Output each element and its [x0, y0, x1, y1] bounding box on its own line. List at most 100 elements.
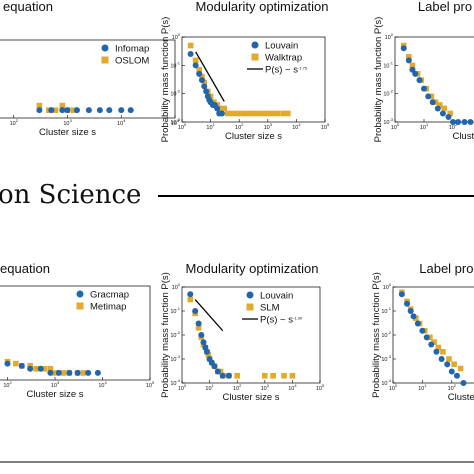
data-point — [245, 110, 251, 117]
data-point — [409, 62, 416, 69]
data-point — [200, 339, 207, 346]
data-point — [428, 93, 435, 100]
legend-marker — [246, 291, 254, 299]
data-point — [429, 99, 436, 106]
x-tick-label: 100 — [178, 122, 187, 131]
data-point — [284, 110, 291, 117]
x-axis-label: Cluster s — [448, 392, 474, 403]
legend-label: Gracmap — [90, 290, 129, 301]
x-tick-label: 103 — [264, 122, 273, 131]
data-point — [187, 291, 194, 298]
data-point — [27, 365, 34, 372]
y-tick-label: 10-4 — [381, 378, 391, 387]
data-point — [400, 45, 407, 52]
data-point — [460, 380, 467, 386]
x-axis-label: Cluster size s — [39, 127, 96, 138]
data-point — [260, 110, 267, 117]
data-point — [431, 339, 437, 346]
data-point — [36, 107, 43, 114]
data-point — [195, 320, 202, 327]
x-axis-label: Cluster size s — [26, 389, 83, 400]
legend-marker — [251, 41, 259, 49]
data-point — [255, 110, 261, 117]
data-point — [36, 102, 43, 109]
data-point — [398, 291, 405, 298]
section-heading: on Science — [0, 180, 141, 210]
data-point — [413, 315, 419, 322]
data-point — [281, 372, 287, 379]
x-axis-label: Cluster size s — [222, 392, 279, 403]
y-tick-label: 10-2 — [170, 89, 180, 98]
data-point — [423, 334, 430, 341]
data-point — [453, 372, 460, 379]
x-tick-label: 101 — [205, 383, 214, 392]
data-point — [265, 110, 271, 117]
legend-marker — [251, 53, 259, 61]
data-point — [240, 110, 247, 117]
x-tick-label: 102 — [448, 383, 457, 392]
chart-panel-4: equation 102 103 104 105 Cluster size s Gracma… — [0, 261, 155, 400]
data-point — [234, 372, 240, 379]
x-tick-label: 105 — [146, 380, 155, 389]
data-point — [203, 88, 210, 95]
chart-panels: equation 102 103 104 105 Cluster size s Infoma… — [0, 0, 474, 403]
data-point — [18, 362, 25, 369]
x-tick-label: 100 — [391, 122, 400, 131]
data-point — [201, 79, 208, 86]
y-tick-label: 100 — [172, 32, 181, 41]
data-point — [187, 51, 194, 58]
data-point — [421, 85, 427, 92]
data-point — [448, 368, 455, 375]
y-tick-label: 10-3 — [170, 354, 180, 363]
data-point — [219, 372, 226, 379]
legend-label: Louvain — [260, 291, 293, 302]
x-tick-label: 103 — [261, 383, 270, 392]
data-point — [405, 57, 412, 64]
data-point — [201, 83, 208, 90]
legend-label: P(s) ~ s-1.30 — [260, 315, 303, 326]
data-point — [407, 308, 414, 314]
data-point — [187, 296, 194, 303]
data-point — [438, 356, 445, 362]
data-point — [64, 107, 71, 114]
data-point — [217, 105, 224, 112]
x-tick-label: 103 — [63, 118, 72, 127]
data-point — [199, 73, 205, 80]
data-point — [192, 57, 199, 64]
data-point — [455, 119, 462, 125]
x-tick-label: 102 — [10, 118, 19, 127]
data-point — [96, 107, 103, 114]
data-point — [74, 369, 81, 376]
data-point — [47, 369, 54, 376]
data-point — [214, 368, 221, 375]
legend-label: SLM — [260, 303, 280, 314]
x-tick-label: 101 — [418, 383, 427, 392]
data-point — [436, 102, 443, 108]
legend-marker — [246, 303, 254, 311]
chart-panel-5: Modularity optimization 100 101 102 103 104 10… — [160, 261, 325, 403]
x-tick-label: 105 — [171, 118, 180, 127]
x-tick-label: 104 — [288, 383, 297, 392]
x-tick-label: 104 — [117, 118, 126, 127]
chart-title: Modularity optimization — [196, 0, 329, 14]
data-point — [445, 114, 452, 121]
data-point — [280, 110, 287, 117]
fit-line — [194, 299, 224, 332]
data-point — [211, 363, 218, 370]
data-point — [428, 341, 435, 348]
data-point — [94, 369, 101, 376]
x-axis-label: Cluster — [452, 131, 474, 142]
y-tick-label: 10-2 — [381, 330, 391, 339]
data-point — [33, 365, 39, 372]
legend-marker — [101, 56, 109, 64]
y-axis-label: Probability mass function P(s) — [373, 17, 384, 143]
x-tick-label: 105 — [316, 383, 325, 392]
data-point — [406, 54, 412, 60]
chart-title: equation — [3, 0, 53, 14]
chart-panel-2: Modularity optimization 100 101 102 103 104 10… — [160, 0, 330, 142]
legend-label: P(s) ~ s-1.75 — [265, 65, 308, 76]
legend-marker — [101, 44, 109, 52]
data-point — [412, 70, 419, 77]
legend-label: OSLOM — [115, 56, 149, 67]
data-point — [414, 320, 421, 327]
